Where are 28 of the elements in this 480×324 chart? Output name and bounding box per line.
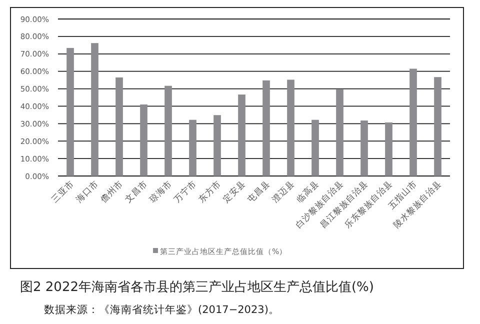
- bar: [410, 68, 417, 176]
- bar: [287, 80, 294, 176]
- bar: [189, 120, 196, 176]
- bar: [116, 77, 123, 176]
- bar: [214, 115, 221, 176]
- x-tick-label: 万宁市: [172, 178, 199, 206]
- bar: [164, 86, 172, 176]
- text: 图2 2022年海南省各市县的第三产业占地区生产总值比值(%): [20, 280, 374, 295]
- x-tick-label: 儋州市: [98, 178, 126, 206]
- x-tick-label: 文昌市: [123, 178, 150, 206]
- bar: [238, 94, 246, 176]
- x-tick-label: 琼海市: [148, 178, 174, 206]
- x-tick-label: 定安县: [221, 178, 248, 206]
- bar: [385, 122, 392, 176]
- bar: [140, 104, 148, 176]
- bar: [262, 80, 270, 176]
- bar: [360, 120, 368, 176]
- x-tick-label: 屯昌县: [246, 178, 272, 206]
- x-tick-label: 澄迈县: [270, 178, 297, 206]
- x-tick-label: 三亚市: [50, 178, 76, 206]
- x-tick-label: 东方市: [196, 178, 224, 206]
- bar: [434, 77, 442, 176]
- source-note: 数据来源：《海南省统计年鉴》(2017−2023)。: [44, 303, 280, 316]
- bar: [91, 43, 98, 176]
- x-tick-label: 海口市: [74, 178, 101, 206]
- bar: [66, 48, 74, 176]
- bar: [336, 89, 344, 176]
- bar: [312, 120, 319, 176]
